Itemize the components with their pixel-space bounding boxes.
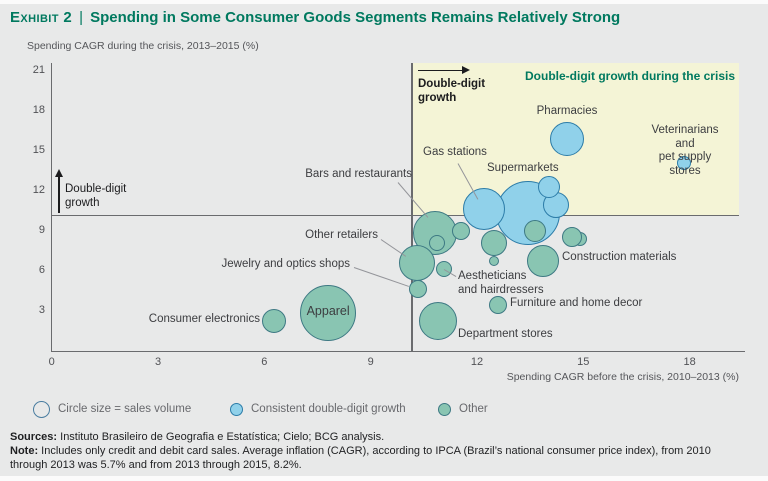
y-tick: 3	[38, 304, 45, 316]
y-tick: 12	[32, 184, 45, 197]
green-circle-icon	[438, 402, 451, 416]
note-text: Includes only credit and debit card sale…	[10, 445, 711, 471]
arrow-shaft	[58, 172, 60, 213]
legend-item-circle-size: Circle size = sales volume	[33, 400, 191, 418]
bubble-label-aestheticians-and-hairdressers: Aestheticians and hairdressers	[458, 270, 544, 296]
bubble-bubble	[428, 234, 445, 251]
sources-text: Instituto Brasileiro de Geografia e Esta…	[57, 431, 385, 443]
x-threshold-line	[411, 63, 413, 351]
bubble-label-gas-stations: Gas stations	[423, 146, 487, 158]
exhibit-title: Exhibit 2 | Spending in Some Consumer Good…	[10, 9, 620, 26]
bubble-department-stores	[418, 302, 457, 341]
up-arrow-icon	[54, 169, 64, 214]
bottom-strip	[0, 476, 768, 481]
bubble-label-furniture-and-home-decor: Furniture and home decor	[510, 297, 643, 309]
x-axis-line	[51, 350, 745, 352]
open-circle-icon	[33, 400, 50, 418]
bubble-bubble	[480, 230, 507, 257]
legend: Circle size = sales volume Consistent do…	[0, 400, 768, 418]
bubble-bubble	[537, 175, 560, 198]
x-tick: 18	[683, 356, 696, 368]
legend-item-double-digit: Consistent double-digit growth	[230, 400, 406, 418]
x-tick: 9	[367, 356, 374, 368]
bubble-label-consumer-electronics: Consumer electronics	[148, 313, 260, 325]
y-tick: 15	[32, 144, 45, 157]
bubble-apparel	[300, 284, 357, 341]
legend-label: Other	[459, 403, 488, 415]
bubble-label-supermarkets: Supermarkets	[487, 162, 559, 174]
page-title: Spending in Some Consumer Goods Segments…	[90, 9, 621, 26]
bubble-label-department-stores: Department stores	[458, 328, 553, 340]
bubble-label-other-retailers: Other retailers	[305, 229, 378, 241]
bubble-bubble	[488, 256, 499, 267]
exhibit-number: Exhibit 2	[10, 9, 73, 26]
leader-line-other-retailers	[380, 239, 407, 257]
x-threshold-annotation: Double-digit growth	[418, 66, 485, 105]
x-tick: 15	[577, 356, 590, 368]
x-tick: 6	[261, 356, 268, 368]
right-arrow-icon	[418, 66, 470, 75]
x-tick: 0	[48, 356, 55, 368]
x-threshold-label: Double-digit growth	[418, 78, 486, 104]
legend-label: Consistent double-digit growth	[251, 403, 406, 415]
bubble-label-construction-materials: Construction materials	[562, 251, 677, 263]
bubble-veterinarians-and-pet-supply-stores	[676, 156, 691, 171]
y-threshold-annotation: Double-digit growth	[54, 169, 174, 216]
bubble-label-apparel: Apparel	[306, 303, 350, 318]
bubble-label-bars-and-restaurants: Bars and restaurants	[305, 168, 412, 180]
bubble-bubble	[561, 227, 582, 248]
title-divider: |	[79, 9, 84, 26]
arrow-head	[54, 169, 63, 177]
bubble-jewelry-and-optics-shops	[409, 279, 428, 298]
region-caption: Double-digit growth during the crisis	[525, 69, 735, 83]
y-tick: 9	[38, 224, 45, 237]
legend-item-other: Other	[438, 400, 488, 418]
y-tick: 6	[38, 264, 45, 277]
bubble-gas-stations	[463, 188, 506, 231]
y-tick: 21	[32, 64, 45, 77]
sources-label: Sources:	[10, 431, 58, 443]
y-axis-title: Spending CAGR during the crisis, 2013–20…	[27, 40, 259, 52]
arrow-shaft	[418, 69, 463, 72]
bubble-bubble	[524, 220, 547, 243]
bubble-consumer-electronics	[261, 308, 286, 333]
arrow-head	[462, 66, 470, 74]
y-threshold-label: Double-digit growth	[65, 183, 127, 209]
footnotes: Sources: Instituto Brasileiro de Geograf…	[10, 430, 747, 472]
bubble-bubble	[452, 222, 471, 241]
bubble-furniture-and-home-decor	[488, 296, 507, 315]
y-tick: 18	[32, 104, 45, 117]
top-strip	[0, 0, 768, 4]
x-tick: 12	[470, 356, 484, 368]
x-tick: 3	[154, 356, 162, 368]
bubble-other-retailers	[399, 245, 436, 282]
y-axis-line	[51, 63, 53, 352]
note-line: Note: Includes only credit and debit car…	[10, 444, 747, 472]
bubble-label-veterinarians-and-pet-supply-stores: Veterinarians and pet supply stores	[651, 124, 719, 177]
note-label: Note:	[10, 445, 39, 457]
blue-circle-icon	[230, 402, 243, 416]
sources-line: Sources: Instituto Brasileiro de Geograf…	[10, 430, 747, 444]
y-threshold-line	[51, 214, 739, 216]
bubble-label-jewelry-and-optics-shops: Jewelry and optics shops	[221, 258, 350, 270]
bubble-construction-materials	[526, 244, 559, 277]
bubble-label-pharmacies: Pharmacies	[536, 105, 598, 117]
x-axis-title: Spending CAGR before the crisis, 2010–20…	[506, 371, 739, 383]
bubble-pharmacies	[549, 122, 584, 157]
legend-label: Circle size = sales volume	[58, 403, 192, 415]
